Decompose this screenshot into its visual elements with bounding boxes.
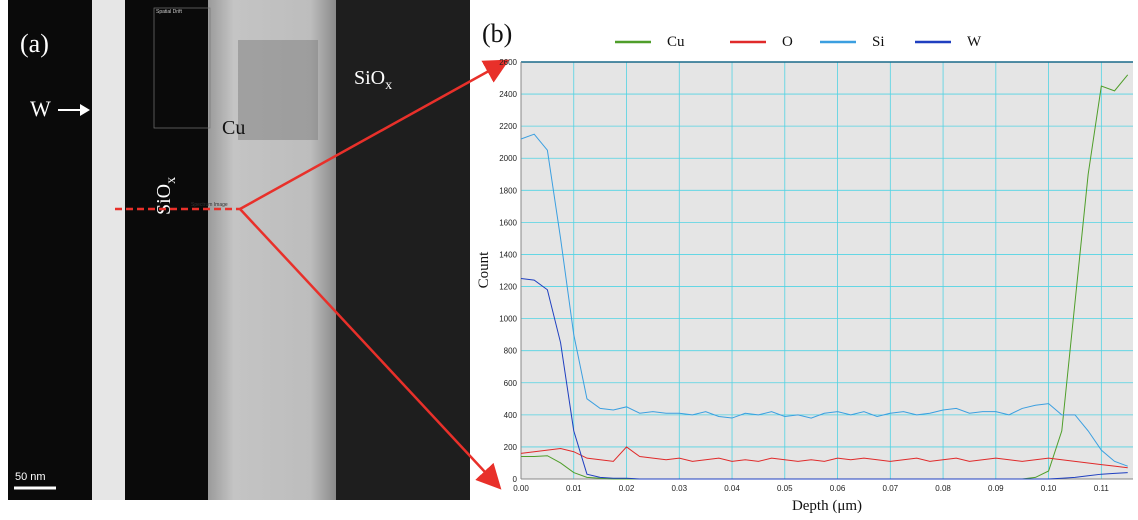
y-tick-label: 800 bbox=[504, 347, 518, 356]
series-line bbox=[520, 446, 1128, 469]
x-tick-label: 0.02 bbox=[619, 484, 635, 493]
x-tick-label: 0.05 bbox=[777, 484, 793, 493]
siox-left-label: SiOx bbox=[153, 177, 179, 215]
y-tick-label: 1000 bbox=[499, 315, 517, 324]
legend-label: W bbox=[967, 34, 982, 50]
legend-label: O bbox=[782, 34, 793, 50]
legend-label: Si bbox=[872, 34, 885, 50]
x-tick-label: 0.06 bbox=[830, 484, 846, 493]
drift-box bbox=[153, 7, 211, 129]
y-axis-title: Count bbox=[476, 251, 492, 289]
x-tick-label: 0.09 bbox=[988, 484, 1004, 493]
siox-main: SiO bbox=[354, 67, 385, 89]
y-tick-label: 400 bbox=[504, 411, 518, 420]
x-tick-label: 0.00 bbox=[513, 484, 529, 493]
series-line bbox=[520, 133, 1128, 467]
y-tick-label: 2200 bbox=[499, 122, 517, 131]
plot-area bbox=[521, 62, 1133, 479]
y-tick-label: 600 bbox=[504, 379, 518, 388]
series-line bbox=[520, 278, 1128, 480]
cu-label: Cu bbox=[222, 117, 245, 139]
spectrum-label: Spectrum Image bbox=[191, 202, 228, 208]
drift-label: Spatial Drift bbox=[156, 9, 182, 15]
zoom-arrow bbox=[239, 208, 502, 490]
y-tick-label: 200 bbox=[504, 443, 518, 452]
w-layer bbox=[92, 0, 125, 500]
x-tick-label: 0.11 bbox=[1094, 484, 1110, 493]
w-label: W bbox=[30, 96, 51, 121]
panel-b-label: (b) bbox=[482, 19, 512, 48]
siox-main: SiO bbox=[153, 184, 175, 215]
x-tick-label: 0.08 bbox=[935, 484, 951, 493]
y-tick-label: 1800 bbox=[499, 186, 517, 195]
x-tick-label: 0.07 bbox=[883, 484, 899, 493]
x-tick-label: 0.10 bbox=[1041, 484, 1057, 493]
siox-right-layer bbox=[336, 0, 470, 500]
legend-label: Cu bbox=[667, 34, 685, 50]
scale-label: 50 nm bbox=[15, 471, 46, 483]
x-tick-label: 0.04 bbox=[724, 484, 740, 493]
y-tick-label: 1400 bbox=[499, 250, 517, 259]
x-tick-label: 0.03 bbox=[671, 484, 687, 493]
w-arrowhead bbox=[80, 104, 90, 116]
siox-sub: x bbox=[385, 78, 392, 93]
y-tick-label: 0 bbox=[513, 475, 518, 484]
siox-right-label: SiOx bbox=[354, 67, 392, 93]
panel-a-label: (a) bbox=[20, 29, 49, 58]
y-tick-label: 1600 bbox=[499, 218, 517, 227]
y-tick-label: 2600 bbox=[499, 58, 517, 67]
y-tick-label: 1200 bbox=[499, 283, 517, 292]
y-tick-label: 2400 bbox=[499, 90, 517, 99]
siox-sub: x bbox=[164, 177, 179, 184]
x-axis-title: Depth (μm) bbox=[792, 498, 862, 514]
zoom-arrow bbox=[239, 59, 510, 211]
y-tick-label: 2000 bbox=[499, 154, 517, 163]
x-tick-label: 0.01 bbox=[566, 484, 582, 493]
cu-grain bbox=[238, 40, 318, 140]
